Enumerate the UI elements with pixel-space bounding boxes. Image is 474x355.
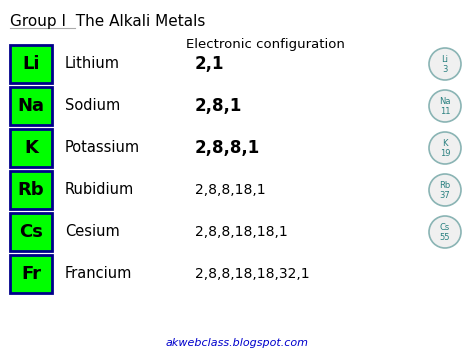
Circle shape bbox=[429, 90, 461, 122]
Text: Rubidium: Rubidium bbox=[65, 182, 134, 197]
Text: Cesium: Cesium bbox=[65, 224, 120, 240]
Text: 2,8,8,1: 2,8,8,1 bbox=[195, 139, 260, 157]
FancyBboxPatch shape bbox=[10, 45, 52, 83]
Text: 2,1: 2,1 bbox=[195, 55, 225, 73]
Text: 19: 19 bbox=[440, 148, 450, 158]
Text: 55: 55 bbox=[440, 233, 450, 241]
FancyBboxPatch shape bbox=[10, 129, 52, 167]
Text: 2,8,1: 2,8,1 bbox=[195, 97, 242, 115]
Text: Electronic configuration: Electronic configuration bbox=[185, 38, 345, 51]
Text: Li: Li bbox=[441, 55, 448, 65]
Text: 2,8,8,18,18,1: 2,8,8,18,18,1 bbox=[195, 225, 288, 239]
Text: Fr: Fr bbox=[21, 265, 41, 283]
Text: Cs: Cs bbox=[19, 223, 43, 241]
FancyBboxPatch shape bbox=[10, 255, 52, 293]
Text: Potassium: Potassium bbox=[65, 141, 140, 155]
Circle shape bbox=[429, 174, 461, 206]
Text: Sodium: Sodium bbox=[65, 98, 120, 114]
Text: Na: Na bbox=[439, 98, 451, 106]
Text: Lithium: Lithium bbox=[65, 56, 120, 71]
Text: Na: Na bbox=[18, 97, 45, 115]
Circle shape bbox=[429, 216, 461, 248]
Text: K: K bbox=[442, 140, 448, 148]
FancyBboxPatch shape bbox=[10, 87, 52, 125]
Text: Li: Li bbox=[22, 55, 40, 73]
Text: Rb: Rb bbox=[439, 181, 451, 191]
Text: Cs: Cs bbox=[440, 224, 450, 233]
Text: 2,8,8,18,18,32,1: 2,8,8,18,18,32,1 bbox=[195, 267, 310, 281]
Text: 3: 3 bbox=[442, 65, 447, 73]
Text: 37: 37 bbox=[439, 191, 450, 200]
Circle shape bbox=[429, 132, 461, 164]
Text: 11: 11 bbox=[440, 106, 450, 115]
Text: Francium: Francium bbox=[65, 267, 132, 282]
FancyBboxPatch shape bbox=[10, 171, 52, 209]
Text: Group I  The Alkali Metals: Group I The Alkali Metals bbox=[10, 14, 205, 29]
FancyBboxPatch shape bbox=[10, 213, 52, 251]
Text: K: K bbox=[24, 139, 38, 157]
Text: akwebclass.blogspot.com: akwebclass.blogspot.com bbox=[165, 338, 309, 348]
Text: 2,8,8,18,1: 2,8,8,18,1 bbox=[195, 183, 265, 197]
Circle shape bbox=[429, 48, 461, 80]
Text: Rb: Rb bbox=[18, 181, 44, 199]
